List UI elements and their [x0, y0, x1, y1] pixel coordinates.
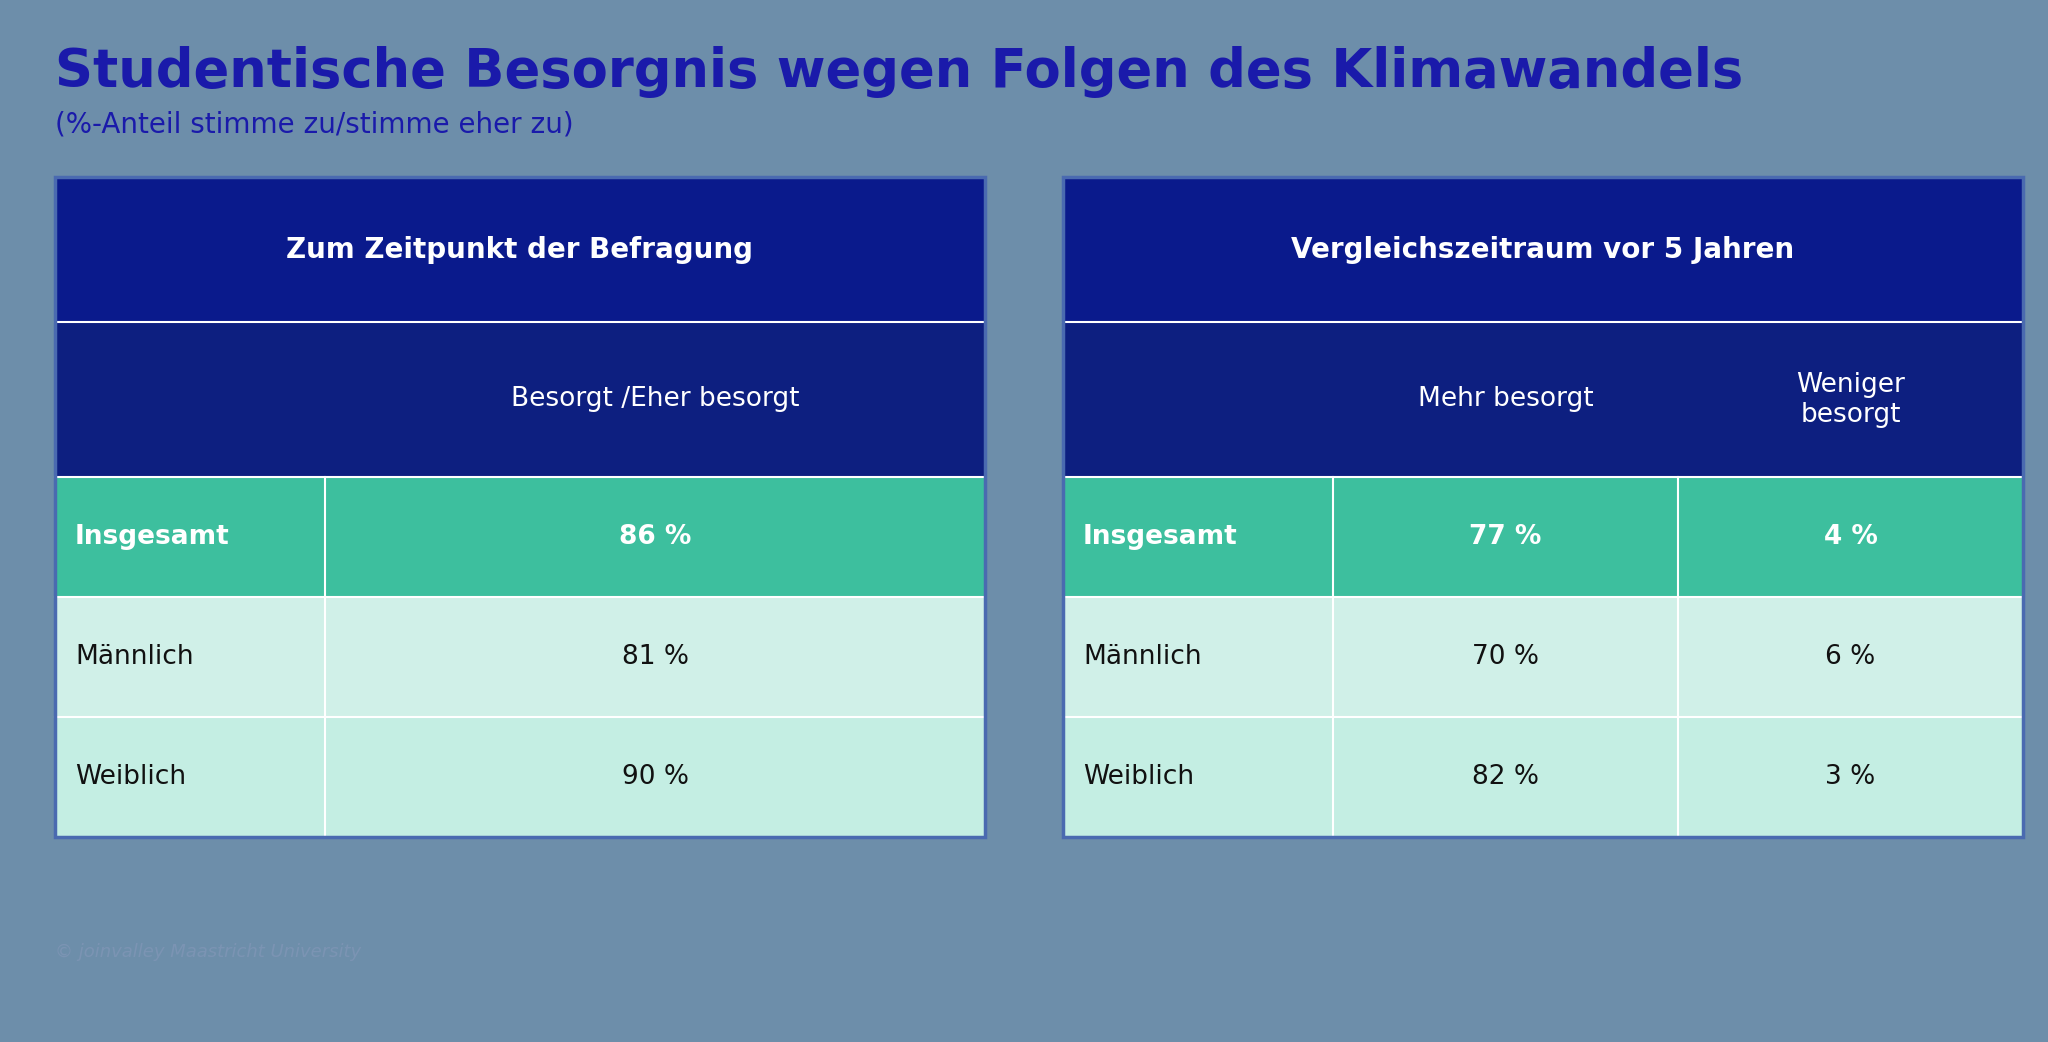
Text: Weiblich: Weiblich — [1083, 764, 1194, 790]
Text: Besorgt /Eher besorgt: Besorgt /Eher besorgt — [510, 387, 799, 413]
Text: 86 %: 86 % — [618, 524, 690, 550]
Text: © joinvalley Maastricht University: © joinvalley Maastricht University — [55, 943, 360, 961]
Bar — [1063, 717, 2023, 837]
Text: Männlich: Männlich — [1083, 644, 1202, 670]
Bar — [1063, 597, 2023, 717]
Bar — [1063, 177, 2023, 322]
Text: 90 %: 90 % — [621, 764, 688, 790]
Bar — [55, 717, 985, 837]
Text: 77 %: 77 % — [1468, 524, 1542, 550]
Text: 6 %: 6 % — [1825, 644, 1876, 670]
Text: 3 %: 3 % — [1825, 764, 1876, 790]
Text: (%-Anteil stimme zu/stimme eher zu): (%-Anteil stimme zu/stimme eher zu) — [55, 110, 573, 138]
Text: Männlich: Männlich — [76, 644, 195, 670]
Bar — [1063, 322, 2023, 477]
Bar — [55, 322, 985, 477]
Bar — [55, 177, 985, 837]
Text: Insgesamt: Insgesamt — [1083, 524, 1237, 550]
Bar — [1063, 177, 2023, 837]
Text: 70 %: 70 % — [1473, 644, 1538, 670]
Text: 81 %: 81 % — [621, 644, 688, 670]
Text: Studentische Besorgnis wegen Folgen des Klimawandels: Studentische Besorgnis wegen Folgen des … — [55, 46, 1743, 98]
Text: Insgesamt: Insgesamt — [76, 524, 229, 550]
Text: 82 %: 82 % — [1473, 764, 1538, 790]
Text: Vergleichszeitraum vor 5 Jahren: Vergleichszeitraum vor 5 Jahren — [1292, 235, 1794, 264]
Text: Weiblich: Weiblich — [76, 764, 186, 790]
Bar — [55, 177, 985, 322]
Bar — [55, 477, 985, 597]
Text: 4 %: 4 % — [1823, 524, 1878, 550]
Bar — [1063, 177, 2023, 837]
Text: Weniger
besorgt: Weniger besorgt — [1796, 372, 1905, 427]
Bar — [55, 597, 985, 717]
Text: Mehr besorgt: Mehr besorgt — [1417, 387, 1593, 413]
Bar — [55, 177, 985, 837]
Bar — [1063, 477, 2023, 597]
Text: Zum Zeitpunkt der Befragung: Zum Zeitpunkt der Befragung — [287, 235, 754, 264]
